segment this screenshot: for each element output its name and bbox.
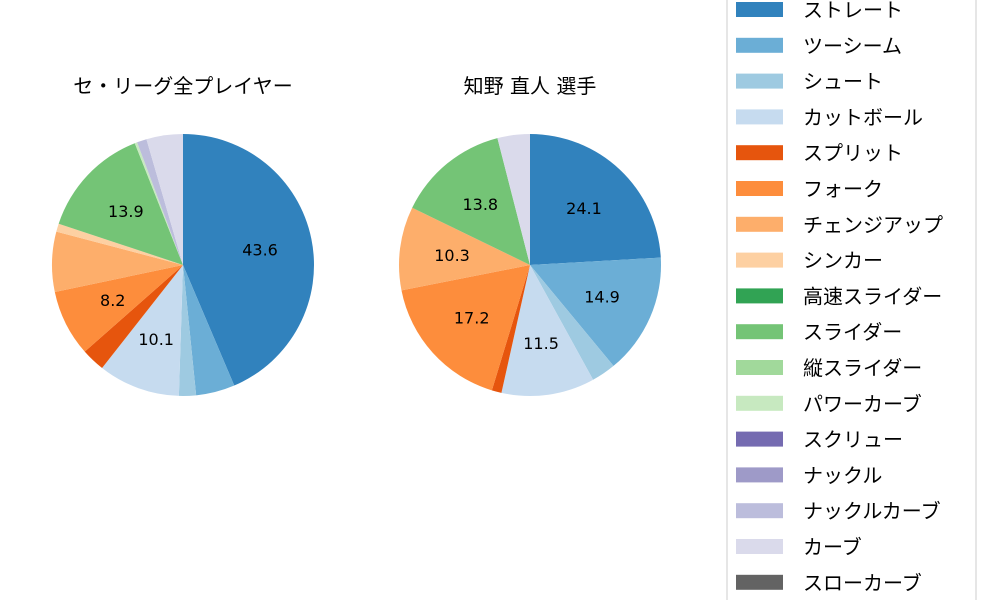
legend-swatch xyxy=(736,216,783,232)
legend-swatch xyxy=(736,2,783,17)
legend-swatch xyxy=(736,288,783,304)
slice-data-label: 10.1 xyxy=(138,330,174,349)
slice-data-label: 14.9 xyxy=(584,287,620,306)
slice-data-label: 13.9 xyxy=(108,202,144,221)
legend-label: ナックル xyxy=(803,463,882,487)
legend-swatch xyxy=(736,37,783,53)
pie-slice xyxy=(146,134,183,265)
legend: ストレートツーシームシュートカットボールスプリットフォークチェンジアップシンカー… xyxy=(726,0,977,604)
chart-title-league: セ・リーグ全プレイヤー xyxy=(73,74,292,98)
slice-data-label: 8.2 xyxy=(100,291,125,310)
legend-label: チェンジアップ xyxy=(803,213,943,237)
pie-slice xyxy=(401,265,530,391)
legend-swatch xyxy=(736,109,783,125)
legend-swatch xyxy=(736,252,783,268)
pie-slice xyxy=(412,138,530,265)
pie-slice xyxy=(102,265,183,396)
legend-label: スクリュー xyxy=(803,428,903,452)
pie-slice xyxy=(51,231,184,292)
legend-swatch xyxy=(736,145,783,161)
pie-slice xyxy=(530,265,614,380)
pie-slice xyxy=(530,257,661,366)
legend-swatch xyxy=(736,73,783,89)
legend-label: シュート xyxy=(803,70,883,94)
legend-label: ナックルカーブ xyxy=(803,499,941,523)
legend-swatch xyxy=(736,324,783,340)
legend-label: フォーク xyxy=(803,177,883,201)
legend-swatch xyxy=(736,503,783,519)
legend-swatch xyxy=(736,395,783,411)
pie-slice xyxy=(84,265,183,369)
pie-slice xyxy=(399,207,530,291)
legend-swatch xyxy=(736,181,783,196)
slice-data-label: 24.1 xyxy=(566,199,602,218)
legend-swatch xyxy=(736,574,783,590)
chart-title-player: 知野 直人 選手 xyxy=(464,74,597,98)
pie-slice xyxy=(183,265,235,396)
pie-slice xyxy=(497,134,530,265)
legend-label: パワーカーブ xyxy=(803,392,922,416)
legend-label: ツーシーム xyxy=(803,34,902,58)
slice-data-label: 43.6 xyxy=(242,240,278,259)
slice-data-label: 17.2 xyxy=(454,309,490,328)
legend-label: 高速スライダー xyxy=(803,284,942,308)
legend-label: スライダー xyxy=(803,320,902,344)
pie-slice xyxy=(501,265,594,396)
legend-label: スローカーブ xyxy=(803,571,922,595)
legend-label: スプリット xyxy=(803,141,903,165)
slice-data-label: 10.3 xyxy=(434,246,470,265)
slice-data-label: 11.5 xyxy=(523,334,559,353)
pie-slice xyxy=(183,134,314,386)
legend-swatch xyxy=(736,467,783,483)
pie-slice xyxy=(491,265,530,393)
pie-slice xyxy=(54,265,183,352)
pie-slice xyxy=(58,143,183,265)
pie-slice xyxy=(134,142,183,265)
legend-swatch xyxy=(736,539,783,554)
legend-label: カットボール xyxy=(803,105,923,129)
legend-frame xyxy=(726,0,977,604)
legend-swatch xyxy=(736,431,783,447)
legend-swatch xyxy=(736,360,783,375)
slice-data-label: 13.8 xyxy=(462,195,498,214)
pie-slice xyxy=(530,134,661,265)
legend-label: ストレート xyxy=(803,0,903,22)
pie-slice xyxy=(56,223,184,265)
legend-label: シンカー xyxy=(803,249,883,273)
pie-slice xyxy=(137,139,183,265)
legend-label: カーブ xyxy=(803,535,862,559)
legend-label: 縦スライダー xyxy=(803,356,922,380)
pie-slice xyxy=(178,265,197,396)
